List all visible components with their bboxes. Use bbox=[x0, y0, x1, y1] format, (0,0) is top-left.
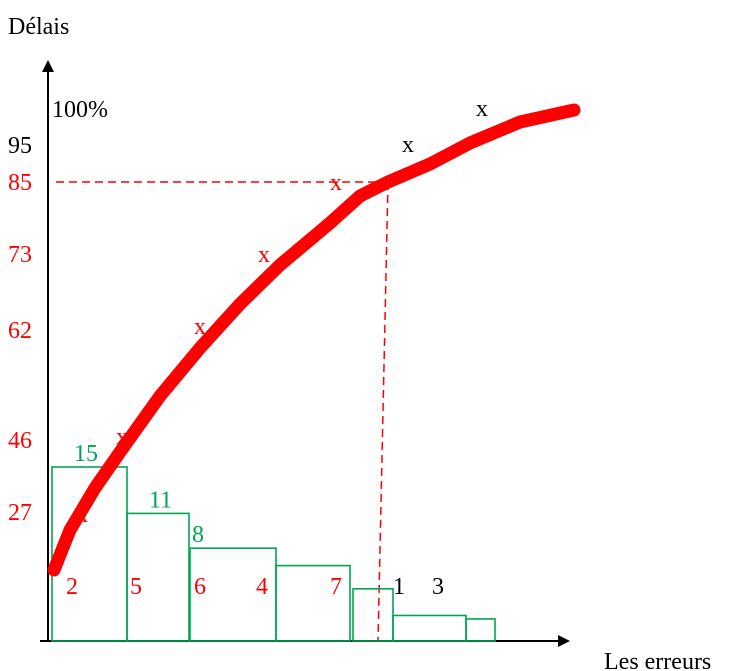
curve-point-marker: x bbox=[258, 242, 270, 268]
curve-point-marker: x bbox=[194, 314, 206, 340]
y-axis-label: Délais bbox=[8, 14, 69, 40]
cumulative-curve bbox=[47, 103, 581, 577]
pareto-bar bbox=[392, 614, 467, 642]
bar-value-label: 15 bbox=[74, 441, 98, 467]
curve-point-marker: x bbox=[76, 502, 88, 528]
bar-category-label: 6 bbox=[194, 574, 206, 600]
bar-value-label: 11 bbox=[149, 487, 172, 513]
curve-point-marker: x bbox=[402, 132, 414, 158]
y-tick-label: 85 bbox=[8, 170, 32, 196]
curve-point-marker: x bbox=[116, 424, 128, 450]
y-tick-label: 95 bbox=[8, 133, 32, 159]
bar-category-label: 1 bbox=[393, 574, 405, 600]
curve-point-marker: x bbox=[476, 96, 488, 122]
y-tick-label: 62 bbox=[8, 318, 32, 344]
y-tick-label: 73 bbox=[8, 242, 32, 268]
bar-category-label: 4 bbox=[256, 574, 268, 600]
bar-category-label: 2 bbox=[66, 574, 78, 600]
x-axis-label: Les erreurs bbox=[604, 649, 711, 671]
bar-category-label: 7 bbox=[330, 574, 342, 600]
pareto-bar bbox=[465, 618, 496, 642]
y-tick-label: 46 bbox=[8, 428, 32, 454]
bar-value-label: 8 bbox=[192, 522, 204, 548]
curve-point-marker: x bbox=[330, 170, 342, 196]
pareto-bar bbox=[126, 512, 190, 642]
pareto-bar bbox=[275, 564, 351, 642]
threshold-guide-vertical bbox=[377, 181, 389, 642]
top-percent-label: 100% bbox=[52, 97, 108, 123]
y-tick-label: 27 bbox=[8, 500, 32, 526]
pareto-bar bbox=[352, 587, 394, 642]
bar-category-label: 3 bbox=[432, 574, 444, 600]
bar-category-label: 5 bbox=[130, 574, 142, 600]
